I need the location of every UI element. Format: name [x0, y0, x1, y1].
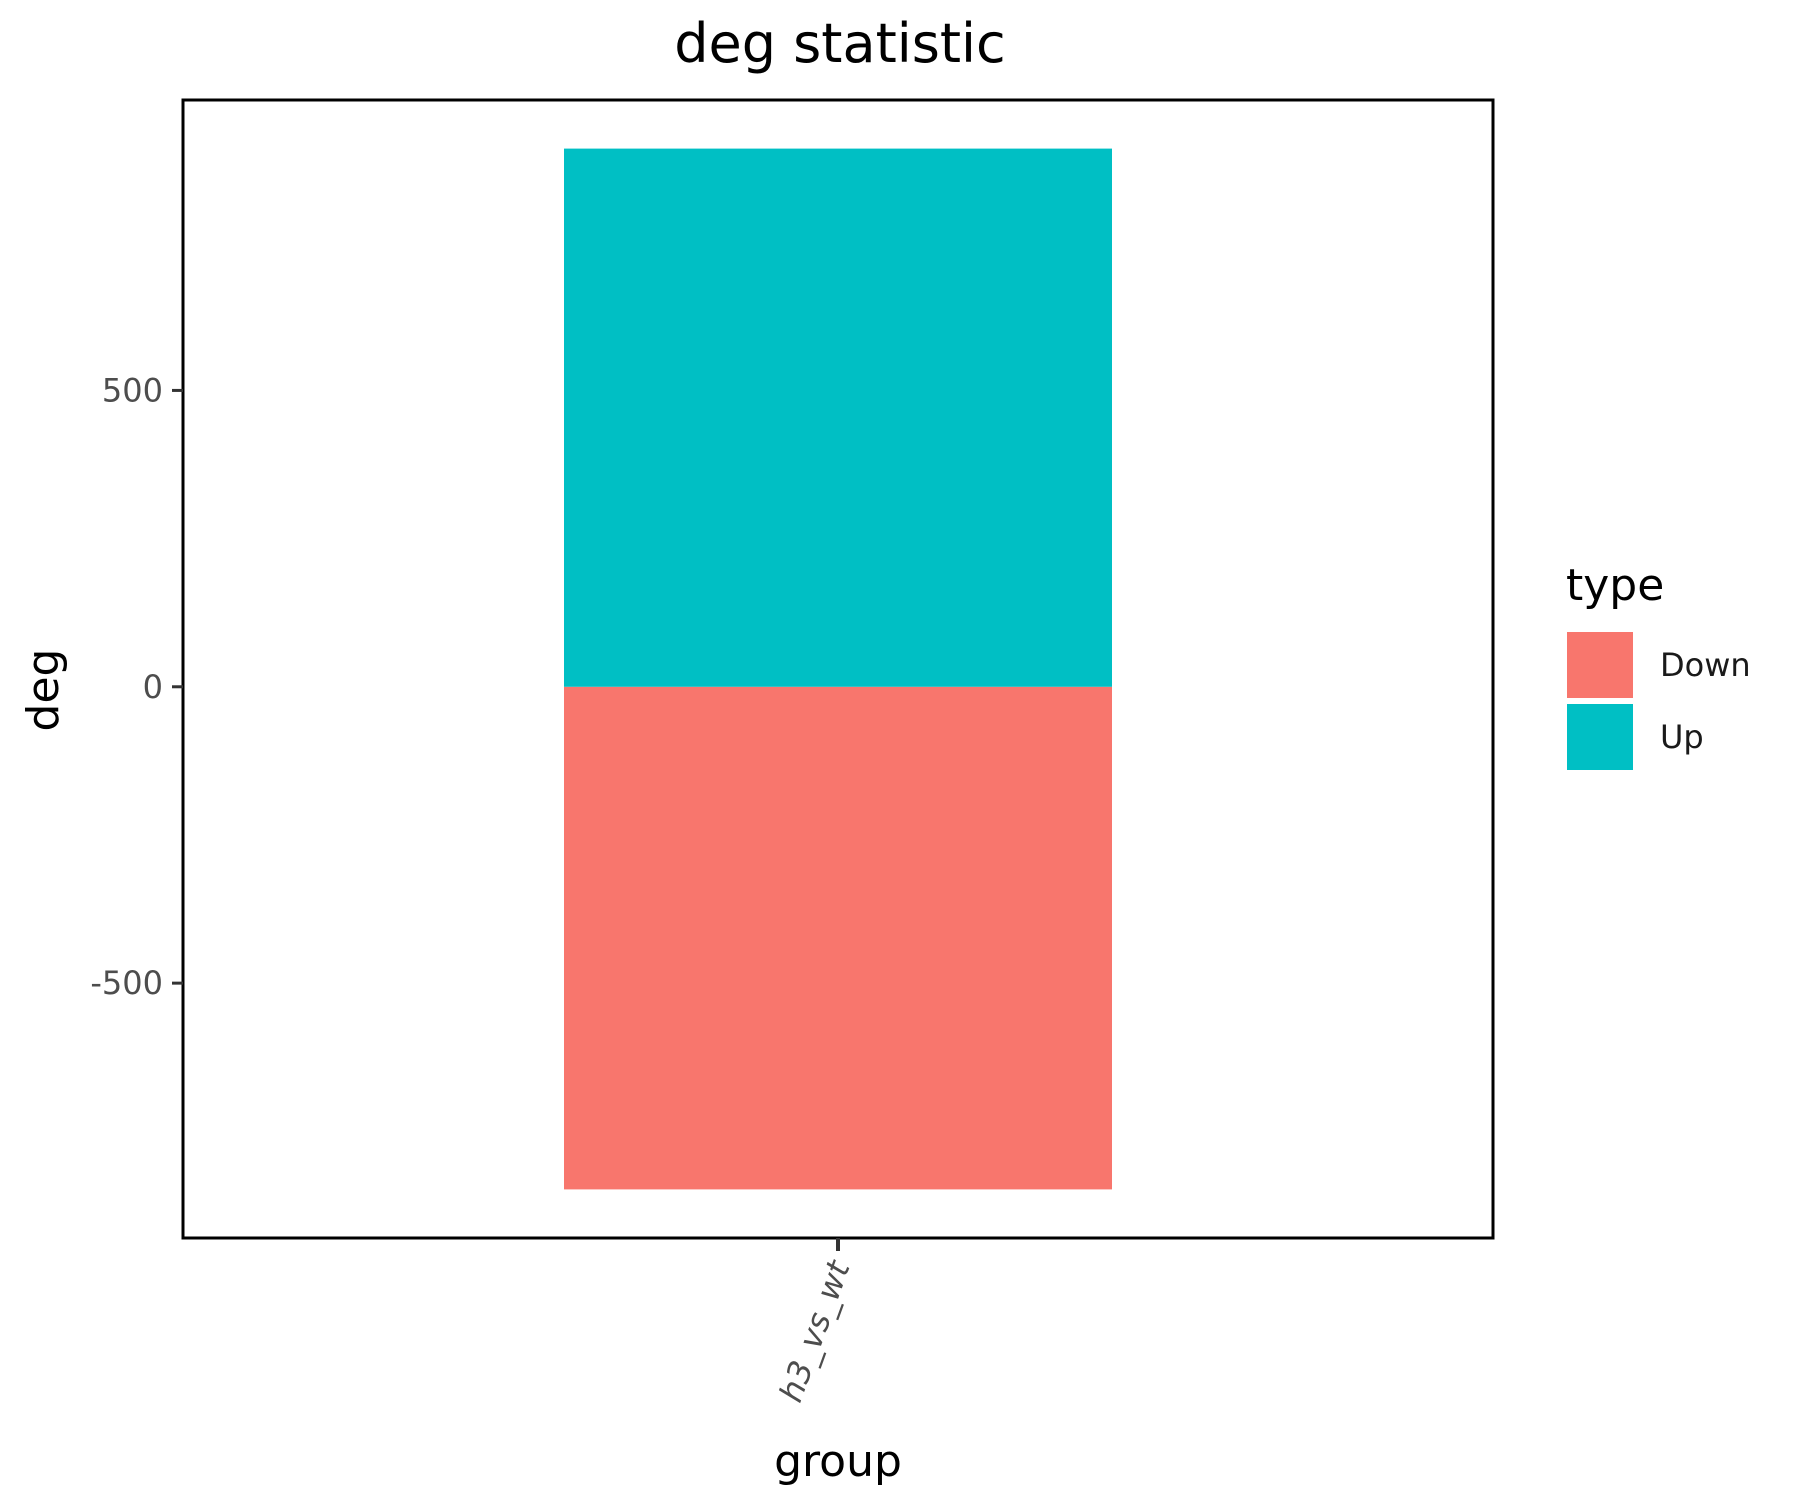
legend-label-up: Up: [1660, 718, 1704, 756]
y-tick-label: -500: [90, 964, 163, 1002]
x-axis-title: group: [774, 1436, 902, 1487]
x-tick-label: h3_vs_wt: [772, 1254, 858, 1406]
legend-key-up: [1567, 704, 1633, 770]
bar-up: [564, 148, 1112, 687]
y-tick-label: 500: [102, 371, 163, 409]
bars-layer: [564, 148, 1112, 1190]
legend-label-down: Down: [1660, 646, 1751, 684]
x-axis: h3_vs_wt: [772, 1238, 858, 1407]
legend-key-down: [1567, 632, 1633, 698]
legend-title: type: [1566, 560, 1664, 611]
legend: type Down Up: [1566, 560, 1751, 770]
y-axis-title: deg: [18, 649, 69, 732]
bar-down: [564, 686, 1112, 1190]
y-axis: -500 0 500: [90, 371, 183, 1002]
y-tick-label: 0: [143, 668, 163, 706]
chart-title: deg statistic: [674, 12, 1006, 75]
